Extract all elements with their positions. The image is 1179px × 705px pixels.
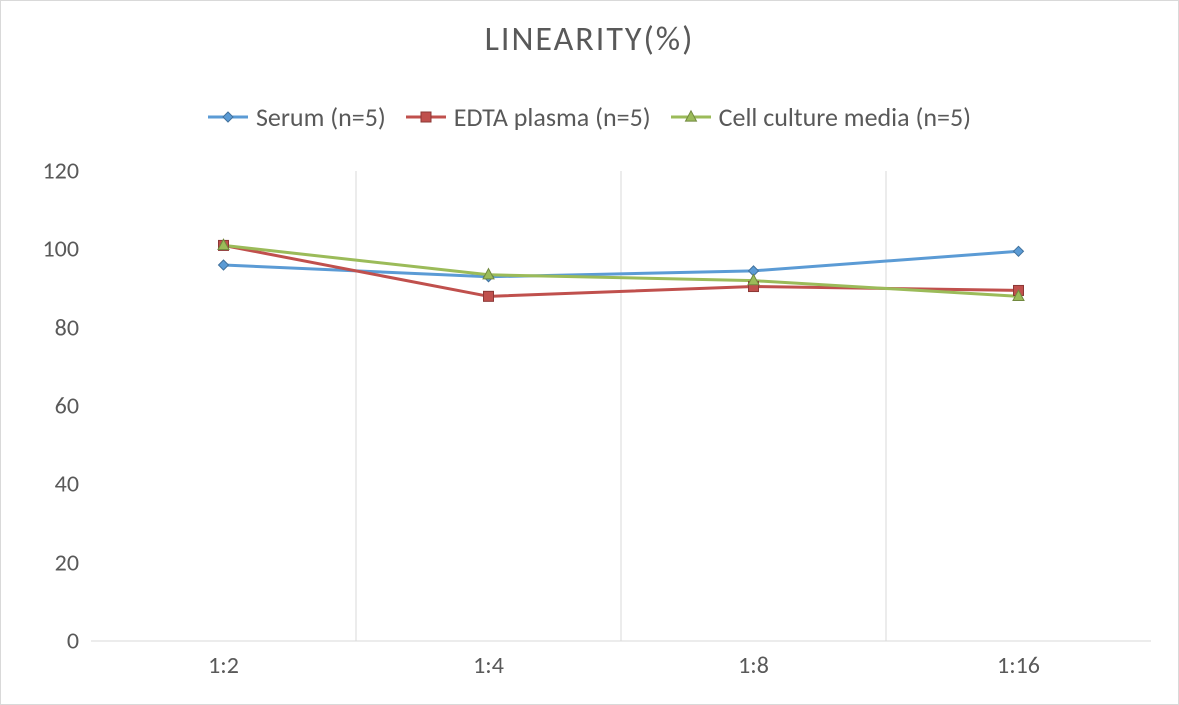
- legend-item: Cell culture media (n=5): [671, 101, 971, 133]
- legend-item: Serum (n=5): [208, 101, 386, 133]
- x-tick-label: 1:8: [738, 651, 769, 680]
- y-tick-label: 20: [1, 548, 79, 577]
- x-tick-label: 1:4: [473, 651, 504, 680]
- x-tick-label: 1:16: [997, 651, 1040, 680]
- y-tick-label: 120: [1, 157, 79, 186]
- x-tick-label: 1:2: [208, 651, 239, 680]
- y-tick-label: 40: [1, 470, 79, 499]
- linearity-chart: LINEARITY(%) Serum (n=5) EDTA plasma (n=5…: [0, 0, 1179, 705]
- legend-swatch: [671, 107, 711, 127]
- chart-title: LINEARITY(%): [1, 19, 1178, 60]
- series-marker: [484, 291, 494, 301]
- legend-item: EDTA plasma (n=5): [406, 101, 651, 133]
- y-tick-label: 80: [1, 313, 79, 342]
- y-tick-label: 60: [1, 392, 79, 421]
- legend-label: EDTA plasma (n=5): [454, 101, 651, 133]
- plot-area: [91, 171, 1151, 641]
- chart-legend: Serum (n=5) EDTA plasma (n=5) Cell culture…: [1, 101, 1178, 134]
- y-tick-label: 100: [1, 235, 79, 264]
- legend-swatch: [406, 107, 446, 127]
- legend-label: Serum (n=5): [256, 101, 386, 133]
- legend-label: Cell culture media (n=5): [719, 101, 971, 133]
- series-marker: [1014, 246, 1024, 256]
- series-marker: [219, 260, 229, 270]
- y-tick-label: 0: [1, 627, 79, 656]
- legend-swatch: [208, 107, 248, 127]
